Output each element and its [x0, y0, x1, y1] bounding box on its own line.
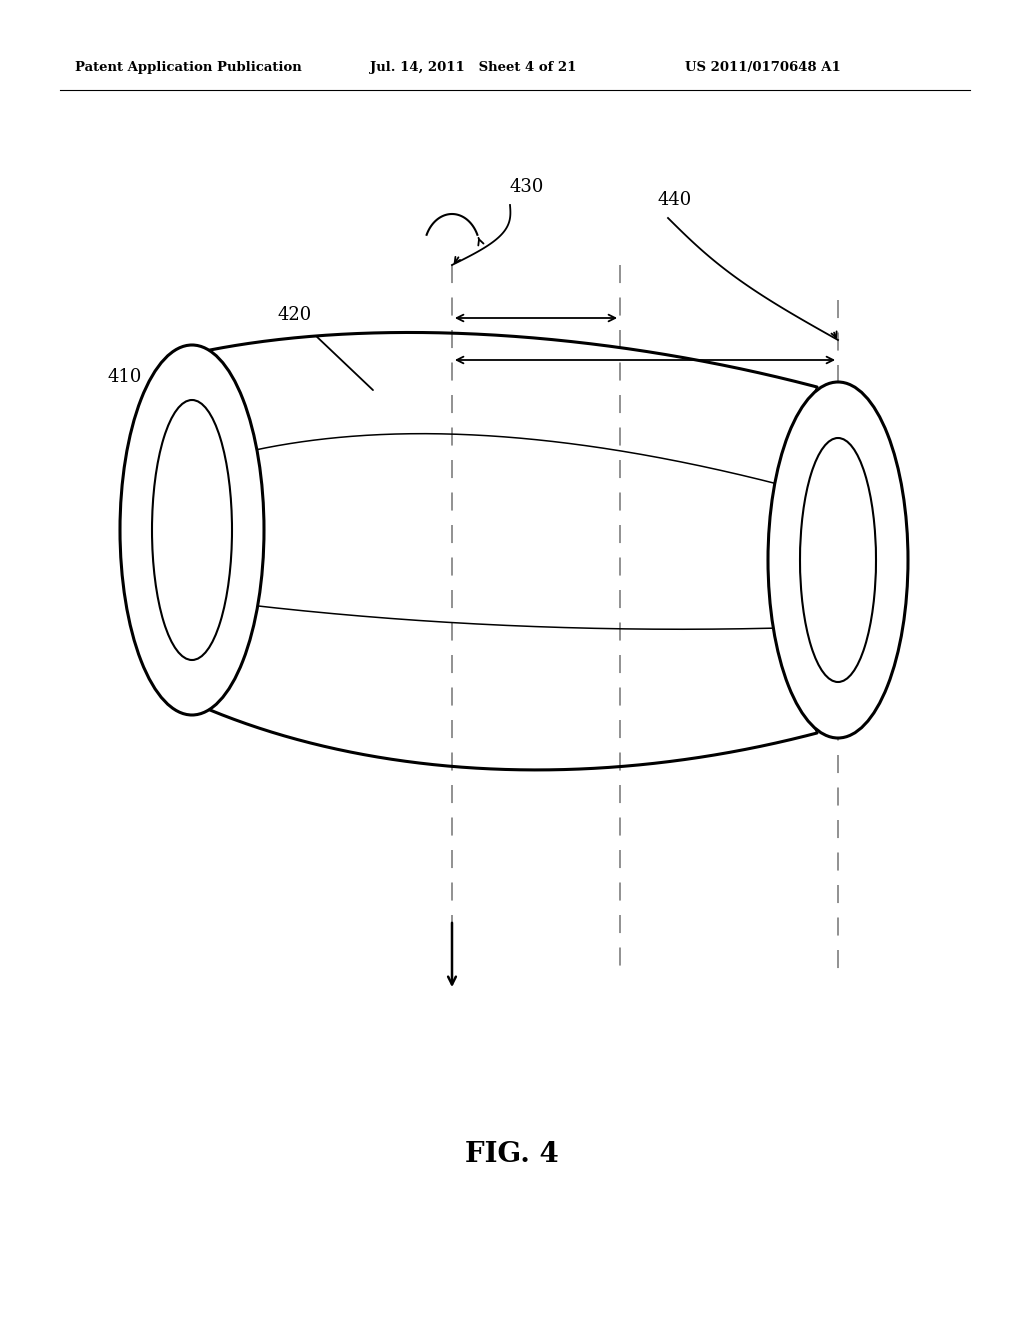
Ellipse shape	[768, 381, 908, 738]
Text: FIG. 4: FIG. 4	[465, 1142, 559, 1168]
Text: 410: 410	[108, 368, 142, 385]
Text: Patent Application Publication: Patent Application Publication	[75, 62, 302, 74]
Text: 420: 420	[278, 306, 312, 323]
Ellipse shape	[800, 438, 876, 682]
Text: 440: 440	[658, 191, 692, 209]
Text: US 2011/0170648 A1: US 2011/0170648 A1	[685, 62, 841, 74]
Text: Jul. 14, 2011   Sheet 4 of 21: Jul. 14, 2011 Sheet 4 of 21	[370, 62, 577, 74]
Ellipse shape	[120, 345, 264, 715]
Text: 430: 430	[510, 178, 545, 195]
Ellipse shape	[152, 400, 232, 660]
